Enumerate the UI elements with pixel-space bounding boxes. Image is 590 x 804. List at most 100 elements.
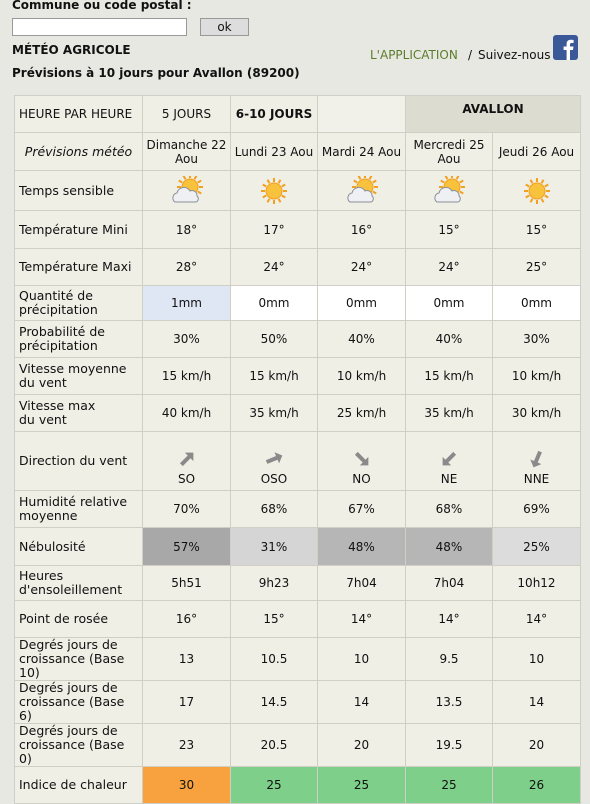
day-header: Dimanche 22 Aou: [142, 132, 231, 171]
icon-cell: [317, 170, 406, 211]
value-cell: 5h51: [142, 565, 231, 601]
row-label: Direction du vent: [14, 431, 143, 491]
value-cell: 24°: [405, 248, 493, 286]
sun-ray: [352, 179, 358, 183]
value-cell: 25°: [492, 248, 581, 286]
search-input[interactable]: [12, 18, 187, 36]
value: 16°: [175, 612, 198, 626]
value-cell: 10: [492, 637, 581, 681]
value-cell: 31%: [230, 527, 318, 566]
icon-cell: [230, 170, 318, 211]
tab-active[interactable]: 6-10 JOURS: [230, 95, 318, 133]
value: 68%: [435, 502, 463, 516]
corner-label: Prévisions météo: [14, 132, 143, 171]
row-label: Température Maxi: [14, 248, 143, 286]
value: 14: [528, 695, 545, 709]
value: 0mm: [433, 296, 465, 310]
weather-icon: [261, 177, 287, 204]
sun-ray: [368, 175, 372, 180]
value: NE: [440, 472, 458, 486]
wind-arrow: [179, 452, 193, 467]
value-cell: 26: [492, 766, 581, 804]
value: NO: [352, 472, 371, 486]
row-label: Vitesse max du vent: [14, 394, 143, 432]
ok-button[interactable]: ok: [200, 18, 249, 36]
value-cell: 40%: [405, 320, 493, 358]
value-cell: 35 km/h: [405, 394, 493, 432]
value-cell: 0mm: [317, 285, 406, 321]
value-cell: 25 km/h: [317, 394, 406, 432]
value-cell: 68%: [230, 490, 318, 528]
value-cell: 30%: [142, 320, 231, 358]
value: 15 km/h: [161, 369, 212, 383]
value-cell: 50%: [230, 320, 318, 358]
tabs-row: HEURE PAR HEURE 5 JOURS 6-10 JOURS AVALLON: [14, 95, 581, 133]
value-cell: 9h23: [230, 565, 318, 601]
tab[interactable]: HEURE PAR HEURE: [14, 95, 143, 133]
facebook-icon[interactable]: [553, 35, 578, 60]
value: 48%: [348, 539, 375, 554]
value-cell: 7h04: [405, 565, 493, 601]
value-cell: 10 km/h: [317, 357, 406, 395]
value-cell: 0mm: [230, 285, 318, 321]
value: 9h23: [258, 576, 290, 590]
row-label: Humidité relative moyenne: [14, 490, 143, 528]
value-cell: 20: [317, 723, 406, 767]
value: 10.5: [260, 652, 288, 666]
value: 20.5: [260, 738, 288, 752]
arrow: [354, 451, 368, 466]
value: 16°: [350, 222, 373, 237]
value-cell: 15 km/h: [405, 357, 493, 395]
value: 48%: [435, 539, 463, 554]
value: 0mm: [258, 296, 290, 310]
value: 10: [353, 652, 370, 666]
sun-ray: [529, 178, 533, 184]
sun: [528, 182, 545, 199]
value-cell: 24°: [230, 248, 318, 286]
data-row: Température Maxi 28° 24° 24° 24° 25°: [14, 248, 581, 286]
row-label: Indice de chaleur: [14, 766, 143, 804]
weather-icon: [346, 175, 378, 202]
value-cell: OSO: [230, 431, 318, 491]
day-header: Mercredi 25 Aou: [405, 132, 493, 171]
value: 15°: [263, 612, 285, 626]
data-row: Quantité de précipitation 1mm 0mm 0mm 0mm 0mm: [14, 285, 581, 321]
value: 15 km/h: [424, 369, 474, 383]
value-cell: 13.5: [405, 680, 493, 724]
value: 23: [178, 738, 195, 752]
value-cell: 9.5: [405, 637, 493, 681]
value: 1mm: [170, 296, 202, 310]
data-row: Heures d'ensoleillement 5h51 9h23 7h04 7h04 1…: [14, 565, 581, 601]
value: 0mm: [345, 296, 377, 310]
arrow-shape: [442, 451, 457, 466]
row-label: Quantité de précipitation: [14, 285, 143, 321]
value: 57%: [173, 539, 200, 554]
value-cell: 40 km/h: [142, 394, 231, 432]
value: 7h04: [433, 576, 465, 590]
value-cell: 10: [317, 637, 406, 681]
app-link[interactable]: L'APPLICATION: [370, 48, 458, 62]
value: 20: [353, 738, 370, 752]
sun-ray: [357, 175, 361, 180]
value: 30%: [523, 332, 550, 346]
value: 70%: [173, 502, 200, 516]
value-cell: 0mm: [492, 285, 581, 321]
value-cell: 68%: [405, 490, 493, 528]
value-cell: 15°: [492, 210, 581, 249]
value-cell: NE: [405, 431, 493, 491]
data-row: Vitesse max du vent 40 km/h 35 km/h 25 km/h…: [14, 394, 581, 432]
arrow: [179, 452, 193, 467]
icon-cell: [405, 170, 493, 211]
value-cell: 30%: [492, 320, 581, 358]
value: 14: [353, 695, 370, 709]
row-label: Heures d'ensoleillement: [14, 565, 143, 601]
arrow: [529, 450, 542, 468]
value: 17°: [263, 222, 285, 237]
location: AVALLON: [405, 95, 581, 133]
value: 30%: [173, 332, 200, 346]
value-cell: 40%: [317, 320, 406, 358]
value-cell: SO: [142, 431, 231, 491]
value: 25: [266, 778, 282, 792]
tab[interactable]: 5 JOURS: [142, 95, 231, 133]
day-header: Jeudi 26 Aou: [492, 132, 581, 171]
